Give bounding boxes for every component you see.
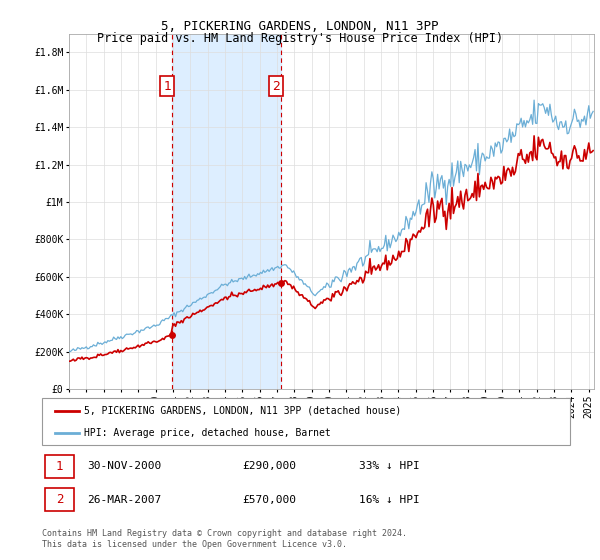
Text: £290,000: £290,000 xyxy=(242,461,296,472)
Text: 26-MAR-2007: 26-MAR-2007 xyxy=(87,494,161,505)
Text: 30-NOV-2000: 30-NOV-2000 xyxy=(87,461,161,472)
FancyBboxPatch shape xyxy=(44,455,74,478)
Text: 1: 1 xyxy=(56,460,63,473)
FancyBboxPatch shape xyxy=(42,398,570,445)
Text: £570,000: £570,000 xyxy=(242,494,296,505)
FancyBboxPatch shape xyxy=(44,488,74,511)
Text: 33% ↓ HPI: 33% ↓ HPI xyxy=(359,461,419,472)
Text: 5, PICKERING GARDENS, LONDON, N11 3PP: 5, PICKERING GARDENS, LONDON, N11 3PP xyxy=(161,20,439,32)
Text: 16% ↓ HPI: 16% ↓ HPI xyxy=(359,494,419,505)
Text: 2: 2 xyxy=(56,493,63,506)
Text: 2: 2 xyxy=(272,80,280,92)
Text: Contains HM Land Registry data © Crown copyright and database right 2024.
This d: Contains HM Land Registry data © Crown c… xyxy=(42,529,407,549)
Text: 5, PICKERING GARDENS, LONDON, N11 3PP (detached house): 5, PICKERING GARDENS, LONDON, N11 3PP (d… xyxy=(84,406,401,416)
Text: 1: 1 xyxy=(163,80,171,92)
Text: HPI: Average price, detached house, Barnet: HPI: Average price, detached house, Barn… xyxy=(84,428,331,438)
Bar xyxy=(172,34,281,389)
Text: Price paid vs. HM Land Registry's House Price Index (HPI): Price paid vs. HM Land Registry's House … xyxy=(97,32,503,45)
